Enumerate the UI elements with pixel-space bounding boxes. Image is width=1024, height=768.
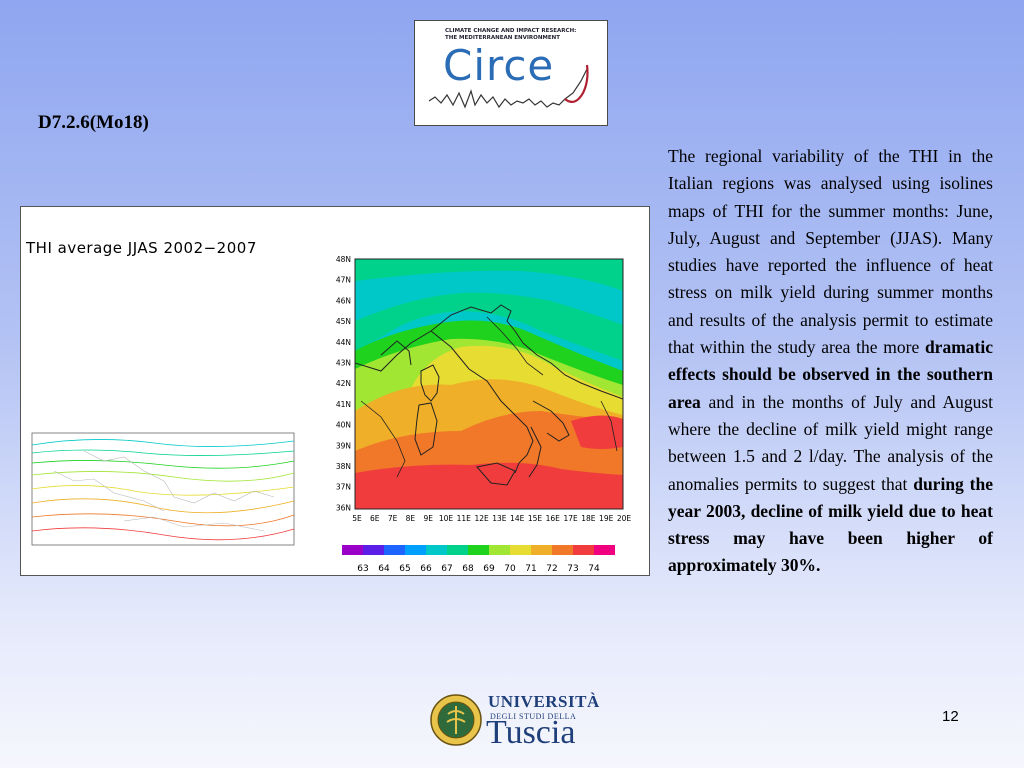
logo-tagline-2: THE MEDITERRANEAN ENVIRONMENT xyxy=(445,35,561,41)
legend-value: 67 xyxy=(441,564,452,574)
slide-id: D7.2.6(Mo18) xyxy=(38,112,149,133)
lat-label: 45N xyxy=(336,317,351,326)
lat-label: 40N xyxy=(336,421,351,430)
lon-label: 14E xyxy=(510,514,525,523)
university-name-3: Tuscia xyxy=(486,714,576,751)
lat-label: 43N xyxy=(336,359,351,368)
legend-swatch xyxy=(342,545,363,555)
body-text-part-2: and in the months of July and August whe… xyxy=(668,391,993,494)
university-logo: UNIVERSITÀ DEGLI STUDI DELLA Tuscia xyxy=(430,688,600,754)
legend-swatch xyxy=(552,545,573,555)
contour-inset-map xyxy=(31,432,295,546)
lon-label: 6E xyxy=(370,514,380,523)
logo-wave-icon xyxy=(428,64,589,109)
lon-label: 5E xyxy=(352,514,362,523)
color-bar-legend: 63 64 65 66 67 68 69 70 71 72 73 74 xyxy=(342,545,615,574)
lon-label: 12E xyxy=(474,514,489,523)
legend-value: 68 xyxy=(462,564,474,574)
lat-label: 42N xyxy=(336,379,351,388)
figure-title: THI average JJAS 2002−2007 xyxy=(26,239,257,257)
legend-value: 71 xyxy=(525,564,536,574)
legend-value: 64 xyxy=(378,564,390,574)
legend-value: 72 xyxy=(546,564,557,574)
lon-label: 17E xyxy=(563,514,578,523)
lat-label: 39N xyxy=(336,441,351,450)
page-number: 12 xyxy=(942,708,959,725)
lat-label: 48N xyxy=(336,255,351,264)
lon-label: 11E xyxy=(457,514,472,523)
university-seal-icon xyxy=(430,694,482,746)
lon-label: 7E xyxy=(388,514,398,523)
lat-label: 46N xyxy=(336,296,351,305)
legend-swatch xyxy=(468,545,489,555)
legend-value: 66 xyxy=(420,564,432,574)
legend-swatch xyxy=(594,545,615,555)
legend-swatch xyxy=(426,545,447,555)
body-text-bold-1: dramatic effects should be observed in t… xyxy=(668,337,993,412)
legend-value: 74 xyxy=(588,564,600,574)
thi-isoline-map: 48N47N46N45N44N43N42N41N40N39N38N37N36N … xyxy=(336,255,632,523)
legend-value: 63 xyxy=(357,564,368,574)
lon-label: 19E xyxy=(599,514,614,523)
legend-swatch xyxy=(363,545,384,555)
lat-label: 44N xyxy=(336,338,351,347)
lon-label: 9E xyxy=(423,514,433,523)
lon-label: 16E xyxy=(546,514,561,523)
legend-value: 70 xyxy=(504,564,516,574)
logo-tagline-1: CLIMATE CHANGE AND IMPACT RESEARCH: xyxy=(445,28,577,34)
circe-logo: CLIMATE CHANGE AND IMPACT RESEARCH: THE … xyxy=(414,20,608,126)
lon-label: 10E xyxy=(439,514,454,523)
legend-swatch xyxy=(447,545,468,555)
lat-label: 38N xyxy=(336,462,351,471)
legend-value: 73 xyxy=(567,564,578,574)
legend-swatch xyxy=(384,545,405,555)
lon-label: 18E xyxy=(581,514,596,523)
logo-name: Circe xyxy=(443,41,555,90)
legend-swatch xyxy=(405,545,426,555)
lon-label: 20E xyxy=(617,514,632,523)
legend-value: 69 xyxy=(483,564,495,574)
body-text-bold-2: during the year 2003, decline of milk yi… xyxy=(668,473,994,576)
lat-label: 41N xyxy=(336,400,351,409)
lon-label: 13E xyxy=(492,514,507,523)
university-name-2: DEGLI STUDI DELLA xyxy=(490,712,577,721)
body-text-part-1: The regional variability of the THI in t… xyxy=(668,146,993,358)
legend-swatch xyxy=(573,545,594,555)
thi-figure: THI average JJAS 2002−2007 xyxy=(20,206,650,576)
legend-swatch xyxy=(531,545,552,555)
lon-label: 8E xyxy=(406,514,416,523)
body-paragraph: The regional variability of the THI in t… xyxy=(668,143,993,580)
legend-value: 65 xyxy=(399,564,410,574)
lat-label: 36N xyxy=(336,503,351,512)
lon-label: 15E xyxy=(528,514,543,523)
legend-swatch xyxy=(510,545,531,555)
lat-label: 47N xyxy=(336,276,351,285)
legend-swatch xyxy=(489,545,510,555)
university-name-1: UNIVERSITÀ xyxy=(488,692,600,711)
lat-label: 37N xyxy=(336,483,351,492)
